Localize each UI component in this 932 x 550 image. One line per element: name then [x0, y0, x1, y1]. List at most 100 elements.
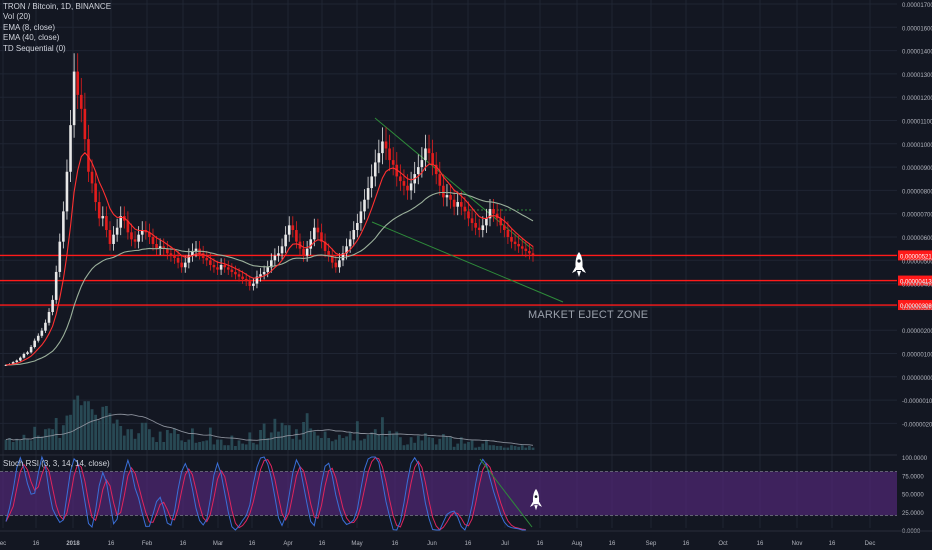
price-tick-label: -0.00000100 [902, 399, 932, 405]
candle-body [513, 241, 517, 244]
volume-bar [72, 399, 76, 450]
volume-bar [330, 441, 334, 450]
volume-bar [26, 438, 29, 450]
price-level-badge [898, 300, 932, 311]
volume-bar [126, 429, 130, 450]
volume-bar [216, 439, 219, 450]
price-level-label: 0.00000308 [900, 304, 932, 310]
candle-body [438, 174, 442, 186]
candle-body [431, 153, 434, 165]
candle-body [510, 237, 513, 242]
volume-bar [22, 434, 26, 450]
candle-body [15, 360, 19, 363]
volume-bar [334, 439, 338, 450]
price-tick-label: 0.00001400 [902, 50, 932, 56]
volume-bar [108, 413, 112, 450]
legend-ema-slow[interactable]: EMA (40, close) [3, 33, 60, 43]
legend-symbol[interactable]: TRON / Bitcoin, 1D, BINANCE [3, 2, 112, 11]
volume-bar [33, 426, 37, 450]
candle-body [273, 255, 277, 261]
candle-body [341, 253, 345, 261]
candle-body [148, 232, 151, 237]
candle-body [445, 195, 449, 198]
price-axis[interactable]: 0.00001700 0.00001600 0.00001400 0.00001300… [902, 3, 932, 535]
candle-body [22, 353, 26, 358]
time-tick-label: 16 [465, 541, 472, 547]
volume-bar [151, 437, 155, 450]
candle-body [65, 171, 69, 212]
time-tick-label: 16 [537, 541, 544, 547]
candle-body [112, 234, 115, 244]
volume-bar [284, 425, 288, 450]
candle-body [101, 216, 105, 219]
volume-bar [248, 432, 252, 450]
legend-td-sequential[interactable]: TD Sequential (0) [3, 43, 66, 53]
ema-lines [5, 151, 534, 366]
volume-bar [115, 419, 119, 450]
time-tick-label: Jun [427, 541, 437, 547]
volume-bar [219, 439, 223, 450]
volume-bar [18, 440, 22, 450]
price-level-label: 0.00000521 [900, 254, 932, 260]
candle-body [402, 181, 406, 186]
volume-bar [470, 440, 474, 450]
time-tick-label: ec [0, 541, 6, 547]
candle-body [87, 139, 90, 172]
candle-body [90, 171, 94, 184]
legend-vol[interactable]: Vol (20) [3, 12, 31, 22]
volume-bar [176, 434, 180, 450]
volume-bar [370, 432, 374, 450]
candle-body [166, 248, 169, 254]
candle-body [456, 202, 460, 207]
time-tick-label: Oct [718, 541, 728, 547]
volume-bar [366, 434, 370, 450]
legend-ema-fast[interactable]: EMA (8, close) [3, 22, 56, 32]
candle-body [277, 253, 280, 256]
candle-body [137, 234, 140, 242]
ema-8-line [5, 151, 534, 366]
volume-bar [302, 422, 305, 450]
volume-bar [140, 422, 144, 450]
volume-bar [499, 446, 503, 450]
volume-bar [8, 438, 11, 450]
price-level-label: 0.00000413 [900, 280, 932, 286]
time-tick-label: Feb [142, 541, 153, 547]
candle-body [255, 276, 259, 284]
volume-bar [47, 428, 51, 450]
volume-bar [104, 406, 108, 450]
candle-body [420, 160, 424, 168]
volume-bar [452, 446, 456, 450]
candle-body [384, 141, 388, 149]
volume-bar [316, 435, 320, 450]
volume-bar [61, 425, 65, 450]
volume-bar [402, 445, 406, 450]
candle-body [130, 232, 133, 240]
price-level-badge [898, 275, 932, 286]
upper-trendline [374, 117, 533, 250]
volume-bar [11, 442, 15, 450]
time-tick-label: 16 [33, 541, 40, 547]
volume-bar [133, 438, 137, 450]
candle-body [262, 271, 266, 275]
volume-bar [495, 446, 499, 450]
candle-body [316, 227, 320, 233]
volume-bar [251, 442, 255, 450]
volume-bar [517, 446, 521, 450]
candle-body [406, 185, 409, 191]
candle-body [54, 271, 58, 300]
candle-body [58, 241, 62, 272]
candle-body [191, 250, 194, 256]
volume-bar [510, 445, 513, 450]
time-tick-label: Nov [792, 541, 803, 547]
time-tick-label: 16 [180, 541, 187, 547]
volume-bar [449, 436, 452, 450]
candle-body [94, 183, 97, 203]
stoch-rsi-label[interactable]: Stoch RSI (3, 3, 14, 14, close) [3, 459, 110, 468]
candle-body [302, 248, 305, 256]
candle-body [79, 94, 83, 109]
price-tick-label: 0.00001100 [902, 120, 932, 126]
volume-bar [431, 438, 435, 450]
time-axis[interactable]: ec 16 2018 16 Feb 16 Mar 16 Apr 16 May 16 Jun 16 Jul 16… [0, 530, 932, 547]
volume-bar [205, 440, 209, 450]
